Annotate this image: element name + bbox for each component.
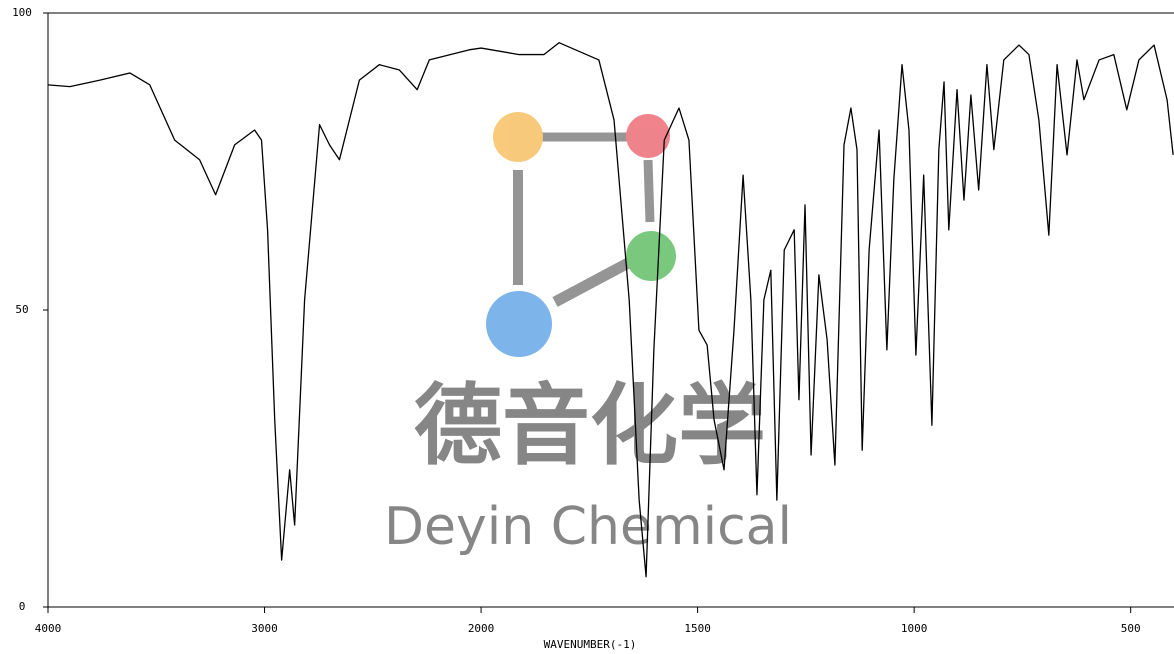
- wm-atom: [493, 112, 543, 162]
- wm-bond: [643, 159, 655, 223]
- x-tick-label: 3000: [251, 622, 278, 635]
- y-tick-label: 50: [15, 303, 28, 316]
- x-tick-label: 500: [1121, 622, 1141, 635]
- y-tick-label: 0: [19, 600, 26, 613]
- wm-bond: [552, 257, 633, 307]
- x-tick-label: 1000: [901, 622, 928, 635]
- spectrum-line: [47, 42, 1174, 578]
- wm-atom: [626, 114, 670, 158]
- wm-atom: [486, 291, 552, 357]
- x-tick-label: 4000: [35, 622, 62, 635]
- wm-atom: [626, 231, 676, 281]
- watermark-subtitle: Deyin Chemical: [384, 497, 792, 557]
- watermark-title: 德音化学: [414, 374, 766, 477]
- y-tick-label: 100: [12, 6, 32, 19]
- x-tick-label: 1500: [684, 622, 711, 635]
- watermark: 德音化学 Deyin Chemical: [384, 112, 792, 557]
- x-tick-label: 2000: [468, 622, 495, 635]
- x-axis-title: WAVENUMBER(-1): [544, 638, 637, 651]
